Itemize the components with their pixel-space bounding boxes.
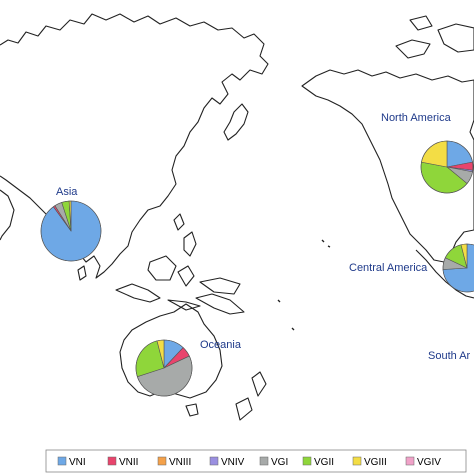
region-label-oceania: Oceania — [200, 339, 242, 351]
sri-lanka-island — [77, 265, 87, 281]
region-label-south-america: South Ar — [428, 350, 471, 362]
pie-oceania — [135, 339, 193, 397]
japan-islands — [223, 103, 249, 141]
australia-landmass — [119, 303, 223, 399]
legend-swatch-vgii — [302, 456, 312, 466]
pie-central-america — [442, 243, 474, 293]
new-guinea-island — [195, 293, 245, 315]
pie-north-america — [420, 140, 474, 194]
pie-outline — [40, 200, 102, 262]
arabia-africa-edge — [0, 189, 15, 241]
region-label-north-america: North America — [381, 112, 452, 124]
indonesia-islands — [115, 255, 241, 311]
legend-label-vgii: VGII — [314, 457, 334, 468]
central-america-landmass — [415, 249, 474, 299]
legend-label-vgiv: VGIV — [417, 457, 441, 468]
legend-swatch-vniv — [209, 456, 219, 466]
legend-label-vgi: VGI — [271, 457, 288, 468]
legend-label-vnii: VNII — [119, 457, 138, 468]
asia-landmass — [0, 13, 269, 279]
legend-swatch-vgiii — [352, 456, 362, 466]
legend-swatch-vgiv — [405, 456, 415, 466]
arctic-islands — [395, 15, 474, 59]
pie-outline — [442, 243, 474, 293]
pacific-islands — [277, 239, 331, 331]
pie-outline — [420, 140, 474, 194]
legend-swatch-vnii — [107, 456, 117, 466]
region-label-asia: Asia — [56, 186, 78, 198]
legend: VNI VNII VNIII VNIV VGI VGII VGIII VGIV — [45, 449, 467, 473]
legend-swatch-vni — [57, 456, 67, 466]
pie-asia — [40, 200, 102, 262]
legend-label-vniii: VNIII — [169, 457, 191, 468]
new-zealand-islands — [235, 371, 267, 421]
legend-label-vgiii: VGIII — [364, 457, 387, 468]
region-label-central-america: Central America — [349, 262, 428, 274]
legend-frame — [45, 449, 467, 473]
philippines-islands — [173, 213, 197, 257]
pie-slice-vgiii — [421, 140, 448, 168]
pie-outline — [135, 339, 193, 397]
legend-label-vniv: VNIV — [221, 457, 245, 468]
tasmania-island — [185, 403, 199, 417]
legend-label-vni: VNI — [69, 457, 86, 468]
legend-swatch-vgi — [259, 456, 269, 466]
legend-swatch-vniii — [157, 456, 167, 466]
